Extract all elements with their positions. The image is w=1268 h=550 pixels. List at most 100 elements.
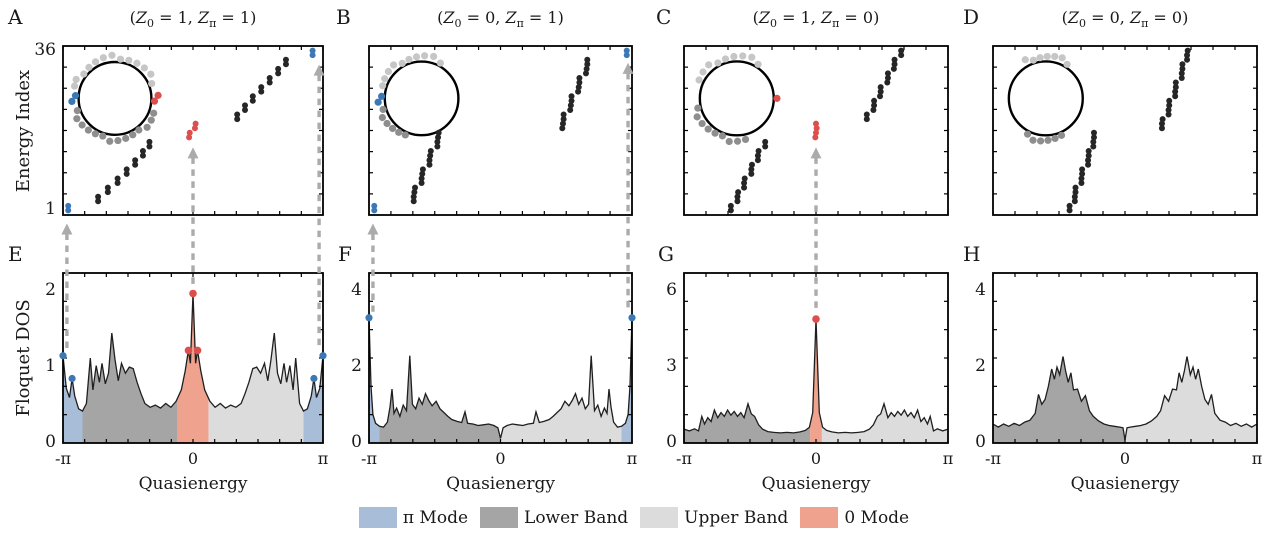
arrow-head (622, 62, 634, 74)
panel-title-b: (Z0 = 0, Zπ = 1) (437, 8, 564, 31)
dos-ytick-e-1: 1 (45, 356, 56, 377)
panel-label-h: H (963, 242, 981, 266)
guide-arrow (622, 62, 634, 312)
legend-item-lower-band: Lower Band (480, 507, 628, 528)
dos-region-upper_band (500, 355, 622, 443)
energy-panel-d (992, 45, 1258, 216)
panel-title-c: (Z0 = 1, Zπ = 0) (752, 8, 880, 31)
energy-scatter (65, 47, 316, 214)
energy-ytick-36: 36 (34, 39, 56, 60)
panel-title-d: (Z0 = 0, Zπ = 0) (1061, 8, 1189, 31)
dos-curve (368, 317, 633, 439)
upper-band-swatch (640, 507, 679, 528)
dos-region-upper_band (1125, 356, 1257, 443)
x-axis-label-f: Quasienergy (446, 474, 555, 494)
x-axis-label-h: Quasienergy (1070, 474, 1180, 494)
dos-ytick-g-0: 0 (666, 432, 677, 452)
pi-mode-label: π Mode (402, 507, 469, 528)
dos-ytick-f-2: 2 (351, 356, 362, 377)
eigenvalue-circle-inset (374, 52, 460, 139)
dos-region-lower_band (379, 355, 501, 443)
dos-xtick-h-1: π (1251, 449, 1263, 468)
panel-title-a: (Z0 = 1, Zπ = 1) (129, 8, 257, 31)
dos-xtick-e-1: π (317, 449, 329, 468)
panel-label-d: D (963, 5, 980, 29)
upper-band-label: Upper Band (684, 507, 789, 528)
dos-panel-e (59, 272, 327, 444)
dos-region-lower_band (82, 333, 178, 443)
dos-region-zero_mode (810, 319, 822, 443)
energy-scatter (371, 47, 630, 214)
dos-markers (812, 315, 820, 323)
dos-markers (59, 289, 327, 383)
legend-item-zero-mode: 0 Mode (800, 507, 909, 528)
dos-xtick-h-0: 0 (1119, 449, 1131, 468)
dos-xtick-h--1: -π (985, 449, 1001, 468)
energy-panel-b (368, 45, 633, 216)
panel-label-a: A (8, 5, 23, 29)
dos-ytick-f-4: 4 (351, 280, 362, 301)
lower-band-swatch (480, 507, 519, 528)
zero-mode-label: 0 Mode (844, 507, 910, 528)
dos-xtick-e--1: -π (55, 449, 71, 468)
panel-label-f: F (338, 242, 352, 266)
energy-panel-frame (62, 45, 324, 216)
dos-panel-frame (683, 272, 949, 444)
dos-ytick-f-0: 0 (351, 432, 362, 452)
energy-scatter (1066, 47, 1191, 214)
dos-ytick-h-2: 2 (975, 356, 986, 377)
x-axis-label-g: Quasienergy (761, 474, 871, 494)
dos-ytick-h-4: 4 (975, 280, 986, 301)
dos-xtick-g-1: π (942, 449, 954, 468)
energy-panel-c (683, 45, 949, 216)
legend-item-upper-band: Upper Band (640, 507, 788, 528)
energy-panel-frame (368, 45, 633, 216)
panel-label-e: E (8, 242, 23, 266)
dos-ytick-e-0: 0 (45, 432, 56, 452)
eigenvalue-circle-inset (693, 52, 781, 146)
arrow-head (187, 147, 199, 159)
eigenvalue-circle-inset (68, 51, 162, 145)
dos-region-pi_mode (63, 355, 83, 443)
energy-panel-frame (992, 45, 1258, 216)
pi-mode-swatch (358, 507, 397, 528)
x-axis-label-e: Quasienergy (138, 474, 248, 494)
dos-xtick-f-1: π (626, 449, 638, 468)
dos-xtick-f--1: -π (361, 449, 377, 468)
dos-markers (365, 314, 636, 322)
dos-panel-f (365, 272, 636, 444)
energy-ytick-1: 1 (45, 199, 56, 220)
dos-region-lower_band (684, 403, 811, 443)
dos-xtick-f-0: 0 (495, 449, 506, 468)
dos-region-pi_mode (621, 317, 632, 443)
panel-label-c: C (656, 5, 672, 29)
energy-index-axis-label: Energy Index (13, 69, 34, 193)
guide-arrow (810, 147, 822, 314)
guide-arrow (367, 223, 379, 312)
zero-mode-swatch (800, 507, 839, 528)
dos-ytick-g-3: 3 (666, 356, 677, 377)
dos-region-pi_mode (369, 317, 380, 443)
arrow-head (313, 64, 325, 76)
arrow-head (810, 147, 822, 159)
dos-ytick-e-2: 2 (45, 280, 56, 301)
dos-region-upper_band (208, 333, 304, 443)
dos-region-pi_mode (303, 355, 323, 443)
dos-ytick-h-0: 0 (975, 432, 986, 452)
dos-ytick-g-6: 6 (666, 280, 677, 301)
dos-xtick-e-0: 0 (187, 449, 199, 468)
dos-region-upper_band (821, 403, 948, 443)
dos-panel-frame (992, 272, 1258, 444)
dos-xtick-g--1: -π (676, 449, 692, 468)
legend: π Mode Lower Band Upper Band 0 Mode (0, 507, 1268, 528)
arrow-head (61, 223, 73, 235)
dos-panel-g (683, 272, 949, 444)
panel-label-b: B (336, 5, 351, 29)
arrow-head (367, 223, 379, 235)
dos-region-lower_band (993, 356, 1125, 443)
guide-arrow (187, 147, 199, 288)
guide-arrow (61, 223, 73, 350)
panel-label-g: G (658, 242, 674, 266)
eigenvalue-circle-inset (1007, 52, 1084, 145)
